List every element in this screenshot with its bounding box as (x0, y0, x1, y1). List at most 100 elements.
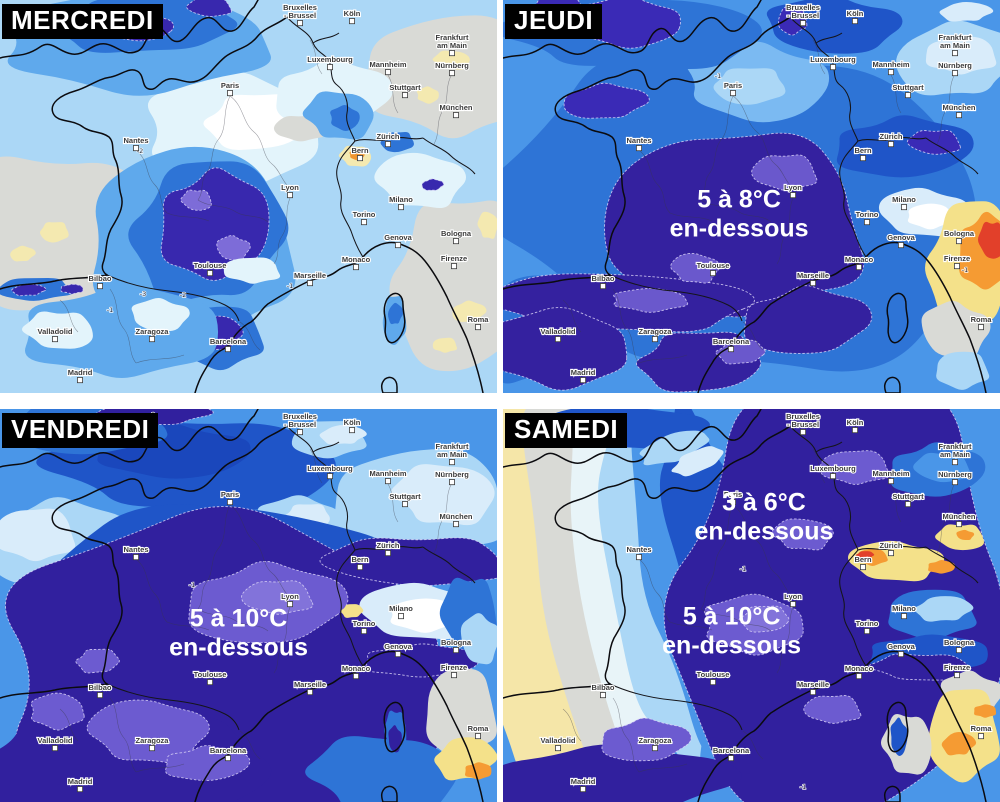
city-label: Zaragoza (136, 736, 170, 745)
city-label: Frankfurt am Main (436, 442, 469, 459)
city-n-rnberg: Nürnberg (434, 469, 470, 486)
city-mannheim: Mannheim (368, 59, 408, 76)
coastline (383, 292, 406, 344)
anomaly-blob (868, 653, 971, 681)
city-marker (727, 346, 734, 353)
city-label: Roma (468, 315, 490, 324)
panel-title-mercredi: MERCREDI (2, 4, 163, 40)
city-milano: Milano (388, 194, 414, 211)
city-marker (887, 141, 894, 148)
city-marker (851, 18, 858, 25)
city-label: Torino (856, 210, 879, 219)
city-label: Nantes (626, 136, 651, 145)
city-marker (977, 733, 984, 740)
anomaly-blob (956, 529, 975, 541)
city-z-rich: Zürich (878, 540, 904, 557)
coastline (383, 701, 406, 753)
city-marker (904, 92, 911, 99)
city-marker (887, 69, 894, 76)
city-toulouse: Toulouse (193, 669, 227, 686)
city-torino: Torino (352, 209, 377, 226)
coastline (554, 16, 791, 276)
city-z-rich: Zürich (375, 540, 401, 557)
anomaly-blob (75, 648, 120, 674)
anomaly-blob (744, 285, 873, 354)
anomaly-blob (738, 605, 790, 633)
city-marker (851, 427, 858, 434)
city-label: Köln (344, 418, 361, 427)
city-label: Valladolid (37, 736, 72, 745)
city-marker (360, 219, 367, 226)
city-madrid: Madrid (67, 367, 94, 384)
anomaly-blob (30, 692, 85, 731)
regional-border-line (309, 448, 323, 484)
city-marker (452, 238, 459, 245)
city-label: Bern (854, 146, 872, 155)
city-marker (206, 270, 213, 277)
city-marseille: Marseille (293, 270, 327, 287)
panel-jeudi: -1 -1 Bruxelles - Brussel Köln Frankfurt am Ma… (503, 0, 1000, 393)
city-label: Köln (847, 9, 864, 18)
anomaly-blob (803, 695, 862, 724)
city-label: Nürnberg (938, 470, 972, 479)
city-stuttgart: Stuttgart (891, 491, 925, 508)
city-label: Stuttgart (389, 492, 421, 501)
city-label: Genova (384, 233, 412, 242)
city-marker (77, 786, 84, 793)
city-genova: Genova (886, 641, 917, 658)
city-milano: Milano (891, 603, 917, 620)
anomaly-blob (186, 0, 232, 17)
city-label: Bilbao (592, 683, 615, 692)
city-marker (863, 628, 870, 635)
city-bologna: Bologna (943, 228, 976, 245)
city-monaco: Monaco (844, 254, 875, 271)
city-label: Marseille (294, 680, 326, 689)
city-marker (809, 689, 816, 696)
regional-border-line (638, 354, 688, 364)
anomaly-blob (460, 613, 497, 665)
city-marker (448, 459, 455, 466)
country-border-line (609, 274, 743, 322)
city-label: Firenze (441, 663, 467, 672)
city-label: Frankfurt am Main (436, 33, 469, 50)
regional-border-line (890, 74, 902, 114)
city-nantes: Nantes (625, 135, 653, 152)
regional-border-line (197, 95, 231, 201)
city-mannheim: Mannheim (871, 468, 911, 485)
city-marker (148, 336, 155, 343)
city-paris: Paris (220, 489, 240, 506)
contour-value-label: -2 (137, 147, 143, 155)
city-valladolid: Valladolid (539, 735, 577, 752)
city-marker (306, 280, 313, 287)
city-marker (352, 673, 359, 680)
regional-border-line (639, 559, 671, 623)
city-marker (352, 264, 359, 271)
city-label: Barcelona (713, 746, 750, 755)
city-n-rnberg: Nürnberg (937, 60, 973, 77)
city-label: Toulouse (194, 261, 227, 270)
regional-border-line (109, 697, 137, 773)
city-z-rich: Zürich (878, 131, 904, 148)
regional-border-line (669, 212, 713, 222)
city-torino: Torino (855, 618, 880, 635)
map-jeudi: -1 -1 Bruxelles - Brussel Köln Frankfurt am Ma… (503, 0, 1000, 393)
city-label: Mannheim (369, 60, 406, 69)
city-m-nchen: München (941, 102, 977, 119)
city-label: Monaco (845, 255, 874, 264)
city-label: Bern (351, 146, 369, 155)
anomaly-blob (601, 717, 692, 762)
city-label: Zaragoza (136, 327, 170, 336)
city-stuttgart: Stuttgart (388, 82, 422, 99)
panel-samedi: -1 -1 Bruxelles - Brussel Köln Frankfurt am Ma… (503, 409, 1000, 802)
city-marker (809, 280, 816, 287)
city-m-nchen: München (438, 511, 474, 528)
city-roma: Roma (466, 314, 490, 331)
city-label: Toulouse (697, 261, 730, 270)
city-marker (555, 336, 562, 343)
coastline (883, 376, 901, 393)
country-border-line (422, 546, 476, 584)
city-label: Firenze (441, 254, 467, 263)
city-label: Torino (353, 210, 376, 219)
city-label: Stuttgart (892, 492, 924, 501)
